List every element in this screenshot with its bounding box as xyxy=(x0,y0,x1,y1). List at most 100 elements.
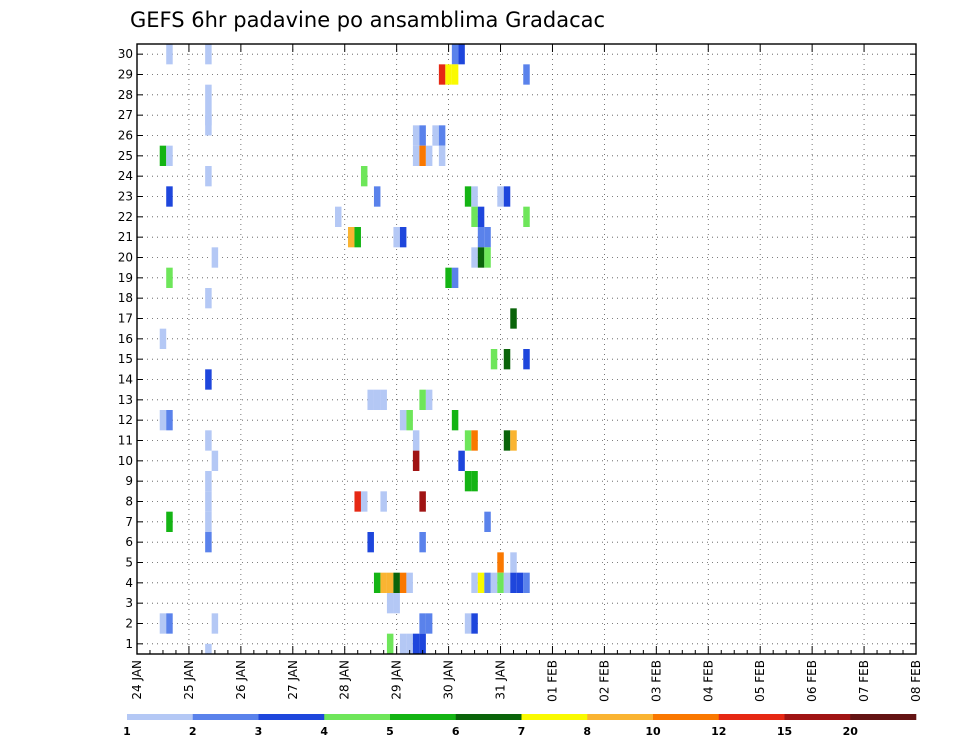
data-cell xyxy=(464,430,472,451)
colorbar-label: 15 xyxy=(777,725,792,738)
colorbar-label: 2 xyxy=(189,725,197,738)
y-tick-label: 4 xyxy=(125,576,133,590)
y-tick-label: 3 xyxy=(125,596,133,610)
data-cell xyxy=(205,430,212,451)
colorbar-label: 12 xyxy=(711,725,726,738)
data-cell xyxy=(477,227,485,248)
data-cell xyxy=(503,186,511,207)
data-cell xyxy=(360,491,368,512)
y-tick-label: 12 xyxy=(118,413,133,427)
y-tick-label: 17 xyxy=(118,312,133,326)
data-cell xyxy=(451,64,459,85)
data-cell xyxy=(399,572,407,593)
y-tick-label: 9 xyxy=(125,474,133,488)
x-tick-label: 06 FEB xyxy=(805,660,819,702)
data-cell xyxy=(419,633,426,654)
data-cell xyxy=(367,389,374,410)
colorbar-label: 3 xyxy=(255,725,263,738)
data-cell xyxy=(445,64,452,85)
colorbar-segment xyxy=(653,714,720,720)
data-cell xyxy=(205,44,212,65)
y-tick-label: 10 xyxy=(118,454,133,468)
data-cell xyxy=(406,572,413,593)
data-cell xyxy=(425,145,433,166)
y-tick-label: 16 xyxy=(118,332,133,346)
x-tick-label: 27 JAN xyxy=(286,660,300,700)
data-cell xyxy=(419,532,426,553)
data-cell xyxy=(484,247,491,268)
data-cell xyxy=(159,410,167,431)
data-cell xyxy=(166,267,173,288)
y-tick-label: 21 xyxy=(118,230,133,244)
colorbar-segment xyxy=(587,714,654,720)
data-cell xyxy=(380,572,387,593)
colorbar-segment xyxy=(784,714,851,720)
data-cell xyxy=(159,145,167,166)
data-cell xyxy=(510,572,517,593)
data-cell xyxy=(386,572,394,593)
data-cell xyxy=(205,643,212,654)
colorbar-label: 7 xyxy=(518,725,526,738)
data-cell xyxy=(516,572,524,593)
data-cell xyxy=(166,44,173,65)
data-cell xyxy=(386,633,394,654)
x-tick-label: 07 FEB xyxy=(857,660,871,702)
y-tick-label: 28 xyxy=(118,88,133,102)
x-tick-label: 25 JAN xyxy=(182,660,196,700)
data-cell xyxy=(471,206,478,227)
data-cell xyxy=(406,410,413,431)
y-tick-label: 14 xyxy=(118,373,133,387)
data-cell xyxy=(510,552,517,573)
data-cell xyxy=(471,430,478,451)
data-cell xyxy=(205,369,212,390)
colorbar-segment xyxy=(390,714,457,720)
colorbar-segment xyxy=(455,714,522,720)
data-cell xyxy=(367,532,374,553)
data-cell xyxy=(205,491,212,512)
data-cell xyxy=(477,206,485,227)
data-cell xyxy=(464,186,472,207)
data-cell xyxy=(419,145,426,166)
y-tick-label: 5 xyxy=(125,556,133,570)
colorbar-segment xyxy=(324,714,391,720)
y-tick-label: 7 xyxy=(125,515,133,529)
data-cell xyxy=(471,572,478,593)
data-cell xyxy=(458,450,465,471)
data-cell xyxy=(484,572,491,593)
data-cell xyxy=(380,389,387,410)
colorbar-segment xyxy=(850,714,917,720)
data-cell xyxy=(205,288,212,309)
data-cell xyxy=(490,349,498,370)
data-cell xyxy=(205,84,212,105)
y-tick-label: 26 xyxy=(118,129,133,143)
data-cell xyxy=(438,125,446,146)
data-cell xyxy=(373,572,381,593)
data-cell xyxy=(497,186,504,207)
y-tick-label: 18 xyxy=(118,291,133,305)
data-cell xyxy=(438,145,446,166)
colorbar-label: 20 xyxy=(843,725,859,738)
colorbar-segment xyxy=(521,714,588,720)
data-cell xyxy=(484,227,491,248)
y-tick-label: 1 xyxy=(125,637,133,651)
data-cell xyxy=(471,186,478,207)
data-cell xyxy=(166,145,173,166)
data-cell xyxy=(205,166,212,187)
y-tick-label: 2 xyxy=(125,617,133,631)
colorbar-label: 6 xyxy=(452,725,460,738)
data-cell xyxy=(373,186,381,207)
data-cell xyxy=(419,491,426,512)
data-cell xyxy=(451,267,459,288)
y-tick-label: 25 xyxy=(118,149,133,163)
data-cell xyxy=(477,572,485,593)
data-cell xyxy=(451,410,459,431)
x-tick-label: 02 FEB xyxy=(597,660,611,702)
data-cell xyxy=(373,389,381,410)
data-cell xyxy=(334,206,342,227)
x-tick-label: 01 FEB xyxy=(545,660,559,702)
colorbar-label: 4 xyxy=(320,725,328,738)
colorbar-label: 10 xyxy=(645,725,661,738)
data-cell xyxy=(166,186,173,207)
data-cell xyxy=(412,430,420,451)
colorbar-segment xyxy=(192,714,259,720)
